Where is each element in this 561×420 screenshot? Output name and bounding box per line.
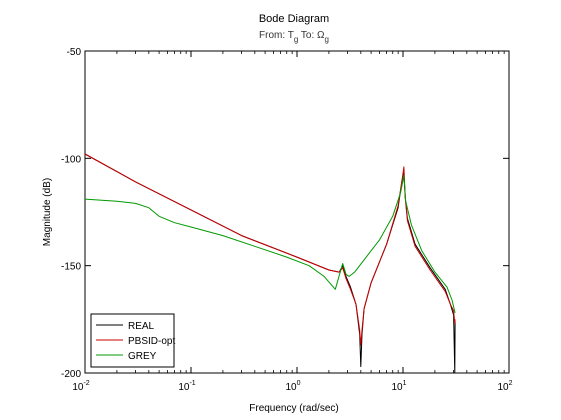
- chart-title: Bode Diagram: [259, 13, 329, 25]
- y-tick-label: -150: [61, 262, 81, 273]
- y-tick-label: -200: [61, 369, 81, 380]
- legend-label: GREY: [128, 351, 157, 362]
- legend-label: REAL: [128, 321, 155, 332]
- x-tick-base: 10: [178, 382, 190, 393]
- x-tick-exponent: 2: [509, 380, 513, 387]
- legend-label: PBSID-opt: [128, 336, 175, 347]
- x-tick-base: 10: [72, 382, 84, 393]
- x-tick-base: 10: [391, 382, 403, 393]
- x-tick-exponent: 1: [403, 380, 407, 387]
- x-tick-base: 10: [497, 382, 509, 393]
- subtitle-to-label: To: Ω: [301, 30, 325, 41]
- x-tick-base: 10: [285, 382, 297, 393]
- legend: REAL PBSID-opt GREY: [91, 314, 175, 367]
- x-tick-exponent: -1: [189, 380, 195, 387]
- y-axis-label: Magnitude (dB): [42, 178, 53, 246]
- y-tick-label: -100: [61, 154, 81, 165]
- x-axis-label: Frequency (rad/sec): [249, 403, 338, 414]
- x-tick-exponent: -2: [83, 380, 89, 387]
- y-tick-label: -50: [67, 47, 82, 58]
- subtitle-from-label: From: T: [259, 30, 294, 41]
- subtitle-to-sub: g: [325, 35, 329, 44]
- x-tick-exponent: 0: [297, 380, 301, 387]
